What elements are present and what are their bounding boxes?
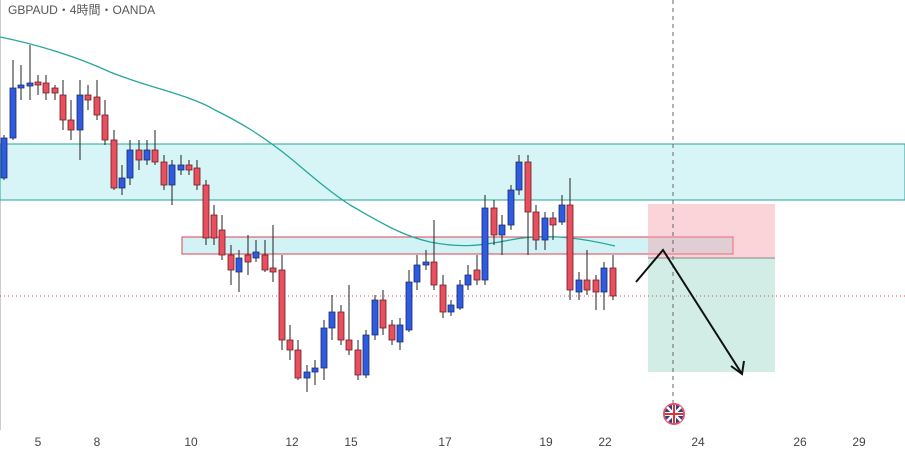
flag-cross-red[interactable] [665, 405, 683, 423]
bullish-bodies [0, 82, 608, 379]
stop-loss-zone [648, 204, 775, 258]
x-tick-label: 24 [691, 435, 705, 449]
x-tick-label: 10 [184, 435, 198, 449]
take-profit-zone [648, 258, 775, 372]
moving-average [0, 36, 616, 247]
x-tick-label: 22 [598, 435, 612, 449]
x-tick-label: 26 [793, 435, 807, 449]
x-tick-label: 19 [539, 435, 553, 449]
forecast-arrow [635, 248, 743, 375]
x-tick-label: 5 [35, 435, 42, 449]
x-tick-label: 17 [438, 435, 452, 449]
x-tick-label: 15 [344, 435, 358, 449]
supply-zone [0, 143, 905, 201]
x-tick-label: 12 [285, 435, 299, 449]
symbol-title: GBPAUD・4時間・OANDA [8, 3, 155, 17]
uk-flag-icon[interactable] [663, 403, 685, 425]
arrow-head [730, 360, 745, 376]
x-tick-label: 8 [94, 435, 101, 449]
bearish-bodies [34, 81, 617, 379]
x-tick-label: 29 [852, 435, 866, 449]
